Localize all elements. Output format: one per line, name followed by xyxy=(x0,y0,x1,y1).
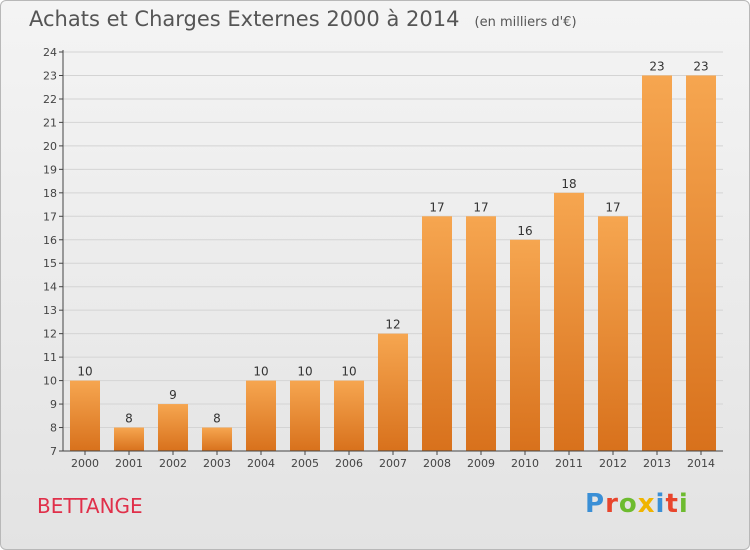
x-tick-label: 2007 xyxy=(379,457,407,470)
logo-letter: i xyxy=(678,489,689,519)
x-tick-label: 2011 xyxy=(555,457,583,470)
y-tick-label: 18 xyxy=(43,187,57,200)
y-tick-label: 12 xyxy=(43,328,57,341)
chart-unit: (en milliers d'€) xyxy=(474,15,577,30)
x-tick-label: 2006 xyxy=(335,457,363,470)
x-tick-label: 2012 xyxy=(599,457,627,470)
y-tick-label: 13 xyxy=(43,304,57,317)
bar-2009 xyxy=(466,216,496,451)
bar-2012 xyxy=(598,216,628,451)
y-tick-label: 20 xyxy=(43,140,57,153)
y-tick-label: 7 xyxy=(50,445,57,458)
y-tick-label: 16 xyxy=(43,234,57,247)
chart-title-block: Achats et Charges Externes 2000 à 2014 (… xyxy=(29,7,577,31)
logo-letter: x xyxy=(637,489,656,519)
bar-2005 xyxy=(290,380,320,451)
x-tick-label: 2001 xyxy=(115,457,143,470)
y-tick-label: 17 xyxy=(43,210,57,223)
data-label-2012: 17 xyxy=(605,200,620,214)
y-tick-label: 23 xyxy=(43,69,57,82)
x-tick-label: 2009 xyxy=(467,457,495,470)
x-tick-label: 2013 xyxy=(643,457,671,470)
y-tick-label: 10 xyxy=(43,375,57,388)
y-tick-label: 21 xyxy=(43,116,57,129)
data-label-2008: 17 xyxy=(429,200,444,214)
x-tick-label: 2002 xyxy=(159,457,187,470)
data-label-2013: 23 xyxy=(649,59,664,73)
data-label-2001: 8 xyxy=(125,412,133,426)
y-tick-label: 19 xyxy=(43,163,57,176)
bar-2006 xyxy=(334,380,364,451)
x-tick-label: 2005 xyxy=(291,457,319,470)
data-label-2010: 16 xyxy=(517,224,532,238)
x-tick-label: 2010 xyxy=(511,457,539,470)
x-tick-label: 2014 xyxy=(687,457,715,470)
x-tick-label: 2003 xyxy=(203,457,231,470)
logo-letter: i xyxy=(655,489,666,519)
y-tick-label: 14 xyxy=(43,281,57,294)
logo-letter: t xyxy=(665,489,679,519)
y-tick-label: 15 xyxy=(43,257,57,270)
data-label-2009: 17 xyxy=(473,200,488,214)
chart-title: Achats et Charges Externes 2000 à 2014 xyxy=(29,7,460,31)
x-tick-label: 2008 xyxy=(423,457,451,470)
bar-2013 xyxy=(642,75,672,452)
bar-2003 xyxy=(202,427,232,451)
y-tick-label: 22 xyxy=(43,93,57,106)
commune-name: BETTANGE xyxy=(37,494,143,518)
data-label-2007: 12 xyxy=(385,318,400,332)
bar-2000 xyxy=(70,380,100,451)
proxiti-logo[interactable]: Proxiti xyxy=(585,489,689,519)
bars xyxy=(70,75,716,452)
bar-2004 xyxy=(246,380,276,451)
bar-2008 xyxy=(422,216,452,451)
y-tick-label: 9 xyxy=(50,398,57,411)
axes: 7 8 9 10 11 12 13 14 15 16 17 18 19 20 21 22 23 24 2000 200… xyxy=(43,46,723,470)
y-tick-label: 8 xyxy=(50,422,57,435)
data-label-2004: 10 xyxy=(253,365,268,379)
data-label-2014: 23 xyxy=(693,59,708,73)
bar-2014 xyxy=(686,75,716,452)
x-tick-label: 2004 xyxy=(247,457,275,470)
data-label-2003: 8 xyxy=(213,412,221,426)
bar-2010 xyxy=(510,239,540,451)
logo-letter: P xyxy=(585,489,606,519)
x-tick-label: 2000 xyxy=(71,457,99,470)
data-label-2006: 10 xyxy=(341,365,356,379)
y-tick-label: 24 xyxy=(43,46,57,59)
y-tick-label: 11 xyxy=(43,351,57,364)
data-label-2000: 10 xyxy=(77,365,92,379)
logo-letter: o xyxy=(618,489,638,519)
bar-2002 xyxy=(158,404,188,451)
data-labels: 10 8 9 8 10 10 10 12 17 17 16 18 17 23 23 xyxy=(77,59,708,425)
bar-2011 xyxy=(554,192,584,451)
data-label-2002: 9 xyxy=(169,388,177,402)
bar-2001 xyxy=(114,427,144,451)
data-label-2005: 10 xyxy=(297,365,312,379)
data-label-2011: 18 xyxy=(561,177,576,191)
bar-2007 xyxy=(378,333,408,451)
logo-letter: r xyxy=(605,489,619,519)
